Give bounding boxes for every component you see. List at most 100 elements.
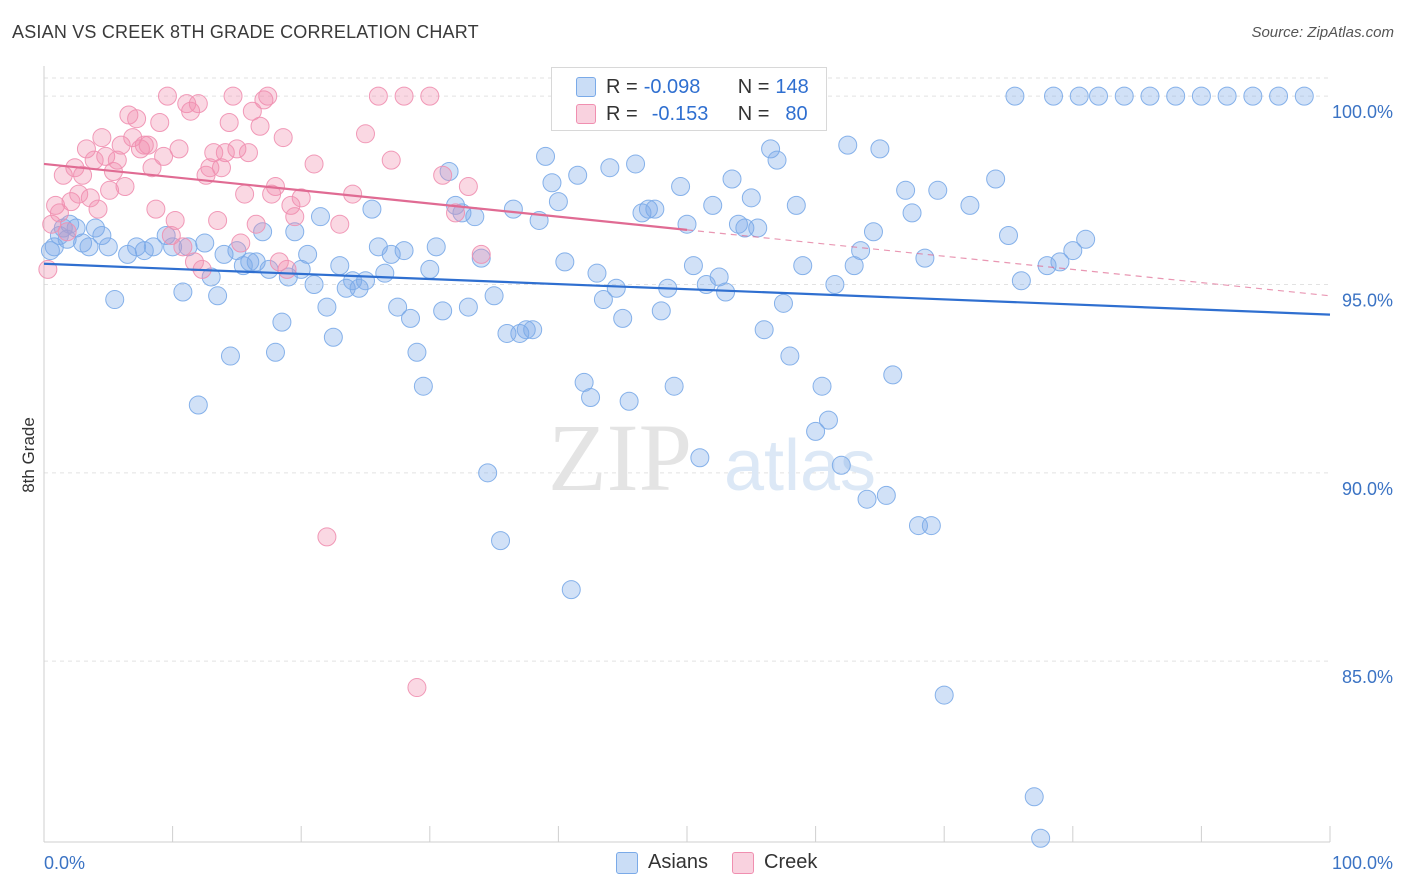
asian-point (407, 342, 427, 362)
creek-point (57, 222, 77, 242)
creek-point (184, 252, 204, 272)
asian-point (484, 286, 504, 306)
asian-point (426, 237, 446, 257)
asian-point (863, 222, 883, 242)
creek-point (246, 214, 266, 234)
asian-point (1044, 86, 1064, 106)
asian-point (587, 263, 607, 283)
asian-point (883, 365, 903, 385)
y-tick-label: 95.0% (1342, 290, 1393, 310)
creek-point (150, 113, 170, 133)
creek-point (273, 128, 293, 148)
asian-point (491, 531, 511, 551)
asian-point (741, 188, 761, 208)
asian-point (786, 195, 806, 215)
creek-point (381, 150, 401, 170)
asian-point (780, 346, 800, 366)
asian-point (999, 226, 1018, 246)
asian-point (626, 154, 646, 174)
asian-point (233, 256, 253, 276)
creek-point (138, 135, 158, 155)
asian-point (439, 161, 459, 181)
asian-point (600, 158, 620, 178)
asian-point (1294, 86, 1314, 106)
x-tick-label-start: 0.0% (44, 853, 85, 873)
asian-point (934, 685, 954, 705)
watermark-zip: ZIP (548, 404, 692, 511)
creek-point (317, 527, 337, 547)
asian-point (1063, 241, 1083, 261)
asian-point (851, 241, 871, 261)
asian-point (806, 421, 826, 441)
asian-point (394, 241, 414, 261)
asian-point (285, 222, 305, 242)
creek-point (394, 86, 414, 106)
asian-point (831, 455, 851, 475)
legend-r-value: -0.098 (643, 75, 701, 98)
asian-point (645, 199, 665, 219)
asian-point (452, 203, 472, 223)
legend-item-creek[interactable]: Creek (732, 851, 817, 874)
creek-point (107, 150, 127, 170)
creek-trend-line-extension (686, 229, 1331, 297)
legend-row-asians: R = -0.098 N = 148 (552, 73, 809, 101)
asian-point (536, 146, 556, 166)
asian-point (632, 203, 652, 223)
creek-point (277, 259, 297, 279)
asian-point (921, 516, 941, 536)
creek-point (92, 128, 112, 148)
asian-point (1191, 86, 1211, 106)
creek-point (291, 188, 311, 208)
asian-point (728, 214, 748, 234)
creek-point (100, 180, 120, 200)
asian-point (1024, 787, 1044, 807)
creek-point (219, 113, 239, 133)
creek-point (49, 203, 69, 223)
stats-legend: R = -0.098 N = 148 R = -0.153 N = 80 (551, 67, 827, 131)
creek-point (242, 101, 262, 121)
creek-point (96, 146, 116, 166)
creek-point (235, 184, 255, 204)
watermark-atlas: atlas (724, 426, 876, 506)
asian-point (928, 180, 948, 200)
series-legend: Asians Creek (616, 851, 841, 874)
asian-point (195, 233, 215, 253)
asian-point (40, 241, 60, 261)
asian-point (208, 286, 228, 306)
creek-point (281, 195, 301, 215)
creek-point (76, 139, 96, 159)
creek-point (73, 165, 93, 185)
creek-point (304, 154, 324, 174)
asian-point (523, 320, 543, 340)
creek-point (80, 188, 100, 208)
creek-point (269, 252, 289, 272)
creek-point (42, 214, 62, 234)
asian-point (188, 395, 208, 415)
asian-point (870, 139, 890, 159)
asian-point (73, 233, 93, 253)
asian-point (986, 169, 1006, 189)
asian-point (458, 297, 478, 317)
creek-point (173, 237, 193, 257)
creek-point (123, 128, 143, 148)
chart-source: Source: ZipAtlas.com (1251, 24, 1394, 41)
asian-point (773, 293, 793, 313)
asian-trend-line (43, 262, 1331, 316)
asian-point (1114, 86, 1134, 106)
asian-point (98, 237, 118, 257)
y-tick-label: 85.0% (1342, 667, 1393, 687)
creek-point (227, 139, 247, 159)
asian-point (677, 214, 697, 234)
legend-item-asians[interactable]: Asians (616, 851, 708, 874)
y-tick-labels: 85.0% 90.0% 95.0% 100.0% (1332, 102, 1393, 687)
creek-point (154, 146, 174, 166)
legend-label-creek: Creek (764, 851, 818, 873)
creek-point (420, 86, 440, 106)
creek-point (142, 158, 162, 178)
axes (43, 66, 1331, 843)
x-tick-labels: 0.0% 100.0% (44, 853, 1393, 873)
asian-point (413, 376, 433, 396)
asian-point (323, 327, 343, 347)
creek-point (211, 158, 231, 178)
creek-point (223, 86, 243, 106)
